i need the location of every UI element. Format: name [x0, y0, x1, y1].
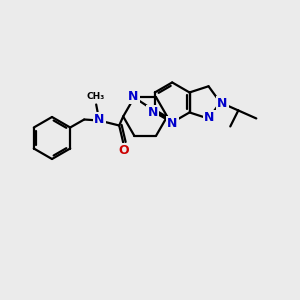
Text: N: N: [204, 111, 215, 124]
Text: O: O: [119, 144, 130, 157]
Text: N: N: [217, 97, 227, 110]
Text: N: N: [167, 117, 177, 130]
Text: N: N: [94, 113, 104, 126]
Text: CH₃: CH₃: [86, 92, 104, 101]
Text: N: N: [128, 90, 138, 103]
Text: N: N: [148, 106, 158, 119]
